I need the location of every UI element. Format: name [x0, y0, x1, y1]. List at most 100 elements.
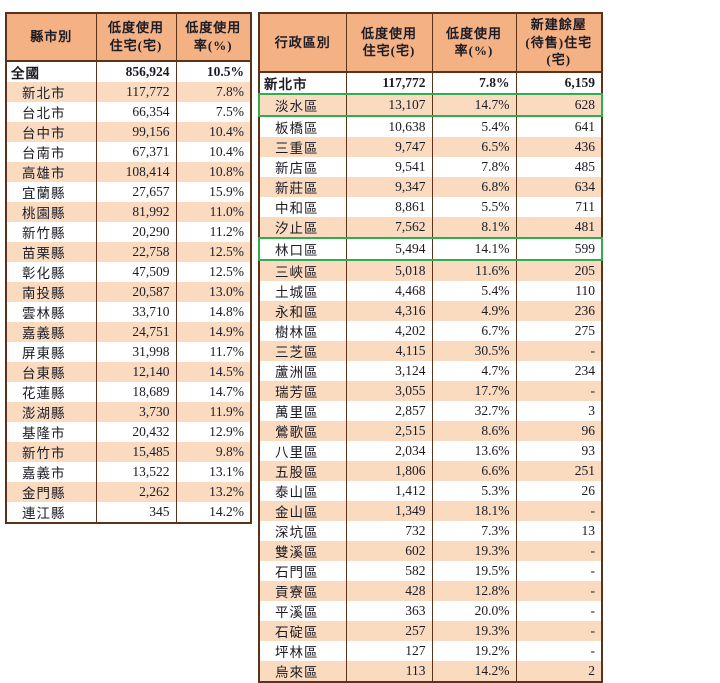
low-use-rate-cell: 20.0%: [431, 600, 516, 621]
low-use-units-cell: 5,494: [345, 236, 432, 261]
low-use-units-cell: 13,522: [95, 462, 176, 482]
low-use-rate-cell: 7.8%: [431, 156, 516, 177]
county-table: 縣市別 低度使用 住宅(宅) 低度使用 率(%) 全國 856,924 10.5…: [5, 12, 252, 524]
county-name-cell: 新竹縣: [22, 226, 66, 241]
new-unsold-housing-cell: 711: [515, 196, 602, 217]
low-use-units-cell: 9,347: [345, 176, 432, 197]
new-unsold-housing-cell: 628: [515, 92, 603, 117]
district-name-cell: 林口區: [258, 236, 346, 261]
new-unsold-housing-cell: -: [515, 540, 602, 561]
low-use-units-cell: 47,509: [95, 262, 176, 282]
low-use-rate-cell: 6.5%: [431, 136, 516, 157]
table-row: 永和區 4,316 4.9% 236: [259, 300, 602, 321]
new-unsold-housing-cell: 2: [515, 660, 602, 682]
table-row: 淡水區 13,107 14.7% 628: [258, 92, 603, 117]
county-name-cell: 雲林縣: [22, 306, 66, 321]
new-unsold-housing-cell: 96: [515, 420, 602, 441]
low-use-units-cell: 856,924: [95, 61, 176, 82]
low-use-rate-cell: 12.9%: [175, 422, 251, 442]
county-name-cell: 金門縣: [22, 486, 66, 501]
county-name-cell: 屏東縣: [22, 346, 66, 361]
low-use-units-cell: 5,018: [345, 259, 432, 281]
low-use-rate-cell: 14.1%: [431, 236, 516, 261]
new-unsold-housing-cell: -: [515, 340, 602, 361]
district-name-cell: 新莊區: [275, 180, 319, 196]
table-row: 石碇區 257 19.3% -: [259, 620, 602, 641]
table-row: 基隆市 20,432 12.9%: [6, 422, 251, 442]
low-use-units-cell: 108,414: [95, 162, 176, 182]
new-unsold-housing-cell: -: [515, 640, 602, 661]
low-use-rate-cell: 13.6%: [431, 440, 516, 461]
low-use-units-cell: 1,806: [345, 460, 432, 481]
low-use-rate-cell: 10.5%: [175, 61, 251, 82]
district-name-cell: 土城區: [275, 284, 319, 300]
table-row: 嘉義縣 24,751 14.9%: [6, 322, 251, 342]
new-unsold-housing-cell: 110: [515, 280, 602, 301]
table-row: 三芝區 4,115 30.5% -: [259, 340, 602, 361]
new-unsold-housing-cell: -: [515, 380, 602, 401]
table-row: 苗栗縣 22,758 12.5%: [6, 242, 251, 262]
new-unsold-housing-cell: 599: [515, 236, 603, 261]
low-use-units-cell: 22,758: [95, 242, 176, 262]
low-use-units-cell: 732: [345, 520, 432, 541]
low-use-rate-cell: 19.5%: [431, 560, 516, 581]
district-name-cell: 樹林區: [275, 324, 319, 340]
low-use-units-cell: 66,354: [95, 102, 176, 122]
low-use-rate-cell: 5.4%: [431, 115, 516, 137]
county-name-cell: 新北市: [22, 86, 66, 101]
new-unsold-housing-cell: 6,159: [515, 71, 602, 94]
district-name-cell: 坪林區: [275, 644, 319, 660]
county-name-cell: 台南市: [22, 146, 66, 161]
low-use-rate-cell: 7.8%: [175, 82, 251, 102]
low-use-rate-cell: 10.4%: [175, 142, 251, 162]
table-row: 三重區 9,747 6.5% 436: [259, 136, 602, 157]
low-use-units-cell: 9,541: [345, 156, 432, 177]
table-row: 新店區 9,541 7.8% 485: [259, 156, 602, 177]
table-row: 板橋區 10,638 5.4% 641: [259, 115, 602, 137]
report-page: 縣市別 低度使用 住宅(宅) 低度使用 率(%) 全國 856,924 10.5…: [5, 12, 603, 683]
low-use-units-cell: 117,772: [345, 71, 432, 94]
low-use-units-cell: 117,772: [95, 82, 176, 102]
table-row: 中和區 8,861 5.5% 711: [259, 196, 602, 217]
column-header-low-use-units: 低度使用 住宅(宅): [345, 13, 432, 73]
district-name-cell: 淡水區: [258, 92, 346, 117]
table-row: 五股區 1,806 6.6% 251: [259, 460, 602, 481]
table-row: 鶯歌區 2,515 8.6% 96: [259, 420, 602, 441]
new-unsold-housing-cell: -: [515, 580, 602, 601]
table-row: 台北市 66,354 7.5%: [6, 102, 251, 122]
low-use-units-cell: 3,055: [345, 380, 432, 401]
low-use-rate-cell: 32.7%: [431, 400, 516, 421]
low-use-rate-cell: 6.7%: [431, 320, 516, 341]
column-header-low-use-rate: 低度使用 率(%): [431, 13, 516, 73]
county-table-header-row: 縣市別 低度使用 住宅(宅) 低度使用 率(%): [6, 13, 251, 62]
low-use-units-cell: 3,124: [345, 360, 432, 381]
low-use-rate-cell: 14.5%: [175, 362, 251, 382]
low-use-rate-cell: 15.9%: [175, 182, 251, 202]
table-row: 連江縣 345 14.2%: [6, 502, 251, 523]
low-use-units-cell: 2,515: [345, 420, 432, 441]
low-use-units-cell: 257: [345, 620, 432, 641]
low-use-units-cell: 33,710: [95, 302, 176, 322]
new-unsold-housing-cell: 205: [515, 259, 602, 281]
low-use-rate-cell: 12.8%: [431, 580, 516, 601]
county-table-body: 全國 856,924 10.5% 新北市 117,772 7.8% 台北市 66…: [6, 61, 251, 523]
table-row: 新莊區 9,347 6.8% 634: [259, 176, 602, 197]
low-use-units-cell: 8,861: [345, 196, 432, 217]
low-use-rate-cell: 11.6%: [431, 259, 516, 281]
low-use-units-cell: 24,751: [95, 322, 176, 342]
county-name-cell: 彰化縣: [22, 266, 66, 281]
table-row: 泰山區 1,412 5.3% 26: [259, 480, 602, 501]
low-use-units-cell: 1,349: [345, 500, 432, 521]
district-name-cell: 中和區: [275, 200, 319, 216]
district-name-cell: 平溪區: [275, 604, 319, 620]
column-header-low-use-rate: 低度使用 率(%): [175, 13, 251, 62]
new-unsold-housing-cell: 436: [515, 136, 602, 157]
low-use-rate-cell: 12.5%: [175, 242, 251, 262]
district-name-cell: 貢寮區: [275, 584, 319, 600]
low-use-units-cell: 2,262: [95, 482, 176, 502]
low-use-units-cell: 20,290: [95, 222, 176, 242]
table-row: 台東縣 12,140 14.5%: [6, 362, 251, 382]
column-header-county: 縣市別: [6, 13, 96, 62]
district-name-cell: 泰山區: [275, 484, 319, 500]
low-use-units-cell: 31,998: [95, 342, 176, 362]
